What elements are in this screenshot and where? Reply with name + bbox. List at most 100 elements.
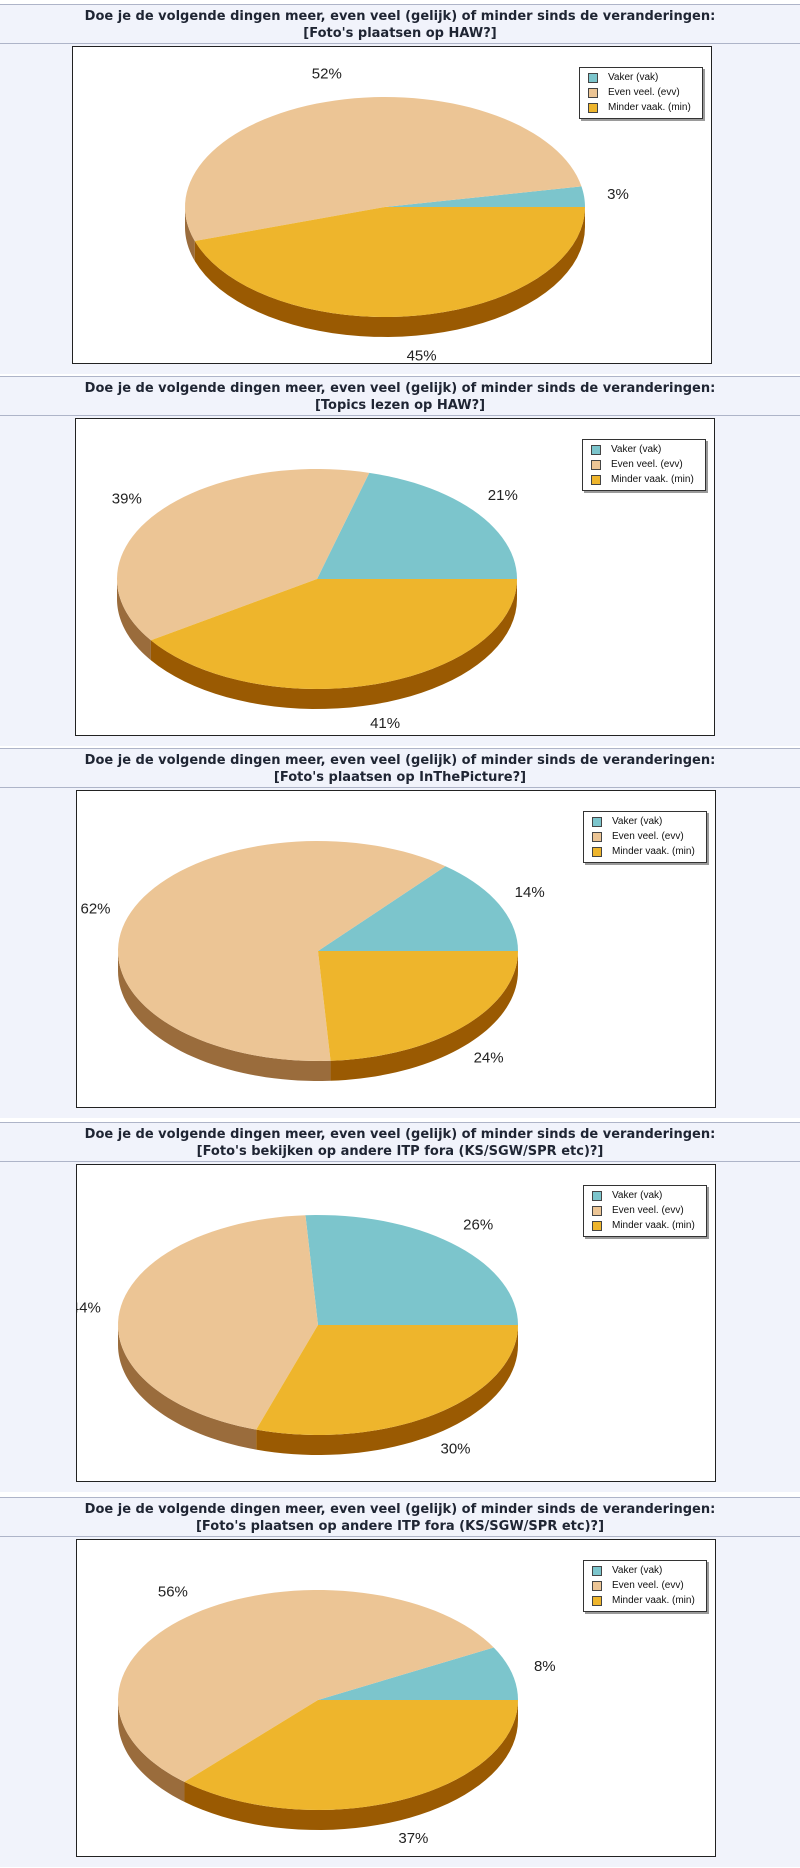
pie-slice-min (150, 579, 518, 689)
chart-title: Doe je de volgende dingen meer, even vee… (84, 1127, 716, 1142)
legend-swatch-vak (592, 1565, 602, 1576)
pie-slice-evv (118, 1215, 318, 1430)
pie-chart: 3% 52% 45% (185, 65, 629, 364)
pie-side-evv (118, 1325, 257, 1450)
legend-swatch-vak (592, 1190, 602, 1201)
percent-label-vak: 26% (463, 1216, 493, 1233)
legend-item-evv: Even veel. (evv) (591, 457, 705, 472)
legend-label: Even veel. (evv) (612, 1205, 684, 1216)
legend-label: Even veel. (evv) (608, 87, 680, 98)
pie-chart-frame: 8% 56% 37% Vaker (vak) Even veel. (evv) Minde… (76, 1539, 716, 1857)
legend-item-evv: Even veel. (evv) (592, 829, 706, 844)
pie-chart-frame: 3% 52% 45% Vaker (vak) Even veel. (evv) Minde… (72, 46, 712, 364)
legend-item-vak: Vaker (vak) (592, 1563, 706, 1578)
legend-swatch-vak (591, 444, 601, 455)
pie-slice-vak (385, 186, 585, 207)
legend-label: Minder vaak. (min) (608, 102, 691, 113)
percent-label-vak: 8% (534, 1658, 556, 1675)
legend-label: Minder vaak. (min) (611, 474, 694, 485)
chart-question-header: Doe je de volgende dingen meer, even vee… (0, 1497, 800, 1537)
pie-chart: 21% 39% 41% (112, 469, 518, 732)
chart-title: Doe je de volgende dingen meer, even vee… (84, 9, 716, 24)
pie-side-min (184, 1700, 518, 1830)
percent-label-min: 45% (407, 347, 437, 364)
legend-label: Even veel. (evv) (612, 1580, 684, 1591)
legend-swatch-evv (592, 1580, 602, 1591)
legend-swatch-min (588, 102, 598, 113)
pie-slice-evv (185, 97, 582, 241)
pie-side-min (330, 951, 518, 1081)
legend-label: Vaker (vak) (608, 72, 659, 83)
pie-slice-vak (317, 472, 517, 579)
chart-question-header: Doe je de volgende dingen meer, even vee… (0, 1122, 800, 1162)
chart-subtitle: [Topics lezen op HAW?] (314, 398, 486, 413)
legend-item-vak: Vaker (vak) (592, 1188, 706, 1203)
legend-item-evv: Even veel. (evv) (588, 85, 702, 100)
pie-slice-min (318, 951, 518, 1061)
percent-label-vak: 21% (488, 487, 518, 504)
percent-label-evv: 39% (112, 491, 142, 508)
pie-side-evv (118, 951, 331, 1081)
legend-item-min: Minder vaak. (min) (592, 1593, 706, 1608)
chart-legend: Vaker (vak) Even veel. (evv) Minder vaak. … (583, 1185, 707, 1237)
percent-label-min: 41% (370, 715, 400, 732)
legend-item-vak: Vaker (vak) (591, 442, 705, 457)
chart-legend: Vaker (vak) Even veel. (evv) Minder vaak. … (583, 811, 707, 863)
chart-title: Doe je de volgende dingen meer, even vee… (84, 753, 716, 768)
chart-subtitle: [Foto's bekijken op andere ITP fora (KS/… (196, 1144, 604, 1159)
chart-subtitle: [Foto's plaatsen op HAW?] (303, 26, 497, 41)
percent-label-min: 37% (398, 1830, 428, 1847)
legend-swatch-evv (591, 459, 601, 470)
chart-title: Doe je de volgende dingen meer, even vee… (84, 1502, 716, 1517)
legend-item-evv: Even veel. (evv) (592, 1203, 706, 1218)
pie-slice-evv (117, 469, 370, 641)
chart-legend: Vaker (vak) Even veel. (evv) Minder vaak. … (583, 1560, 707, 1612)
pie-side-evv (118, 1700, 185, 1802)
pie-slice-min (256, 1325, 518, 1435)
chart-title: Doe je de volgende dingen meer, even vee… (84, 381, 716, 396)
percent-label-min: 24% (474, 1050, 504, 1067)
legend-swatch-min (592, 846, 602, 857)
legend-label: Even veel. (evv) (612, 831, 684, 842)
percent-label-evv: 44% (77, 1300, 101, 1317)
pie-chart: 14% 62% 24% (80, 841, 545, 1081)
percent-label-evv: 62% (80, 900, 110, 917)
percent-label-evv: 56% (158, 1584, 188, 1601)
legend-swatch-min (592, 1220, 602, 1231)
percent-label-vak: 3% (607, 186, 629, 203)
legend-label: Vaker (vak) (612, 1565, 663, 1576)
pie-slice-vak (318, 1647, 518, 1700)
percent-label-vak: 14% (515, 884, 545, 901)
pie-slice-vak (305, 1215, 518, 1325)
pie-side-evv (117, 579, 151, 661)
pie-slice-evv (118, 1590, 494, 1782)
legend-swatch-evv (592, 1205, 602, 1216)
legend-swatch-vak (588, 72, 598, 83)
legend-item-min: Minder vaak. (min) (592, 1218, 706, 1233)
legend-label: Minder vaak. (min) (612, 846, 695, 857)
chart-legend: Vaker (vak) Even veel. (evv) Minder vaak. … (582, 439, 706, 491)
legend-swatch-evv (592, 831, 602, 842)
legend-swatch-min (591, 474, 601, 485)
legend-label: Vaker (vak) (611, 444, 662, 455)
pie-slice-min (184, 1700, 518, 1810)
legend-label: Even veel. (evv) (611, 459, 683, 470)
legend-label: Vaker (vak) (612, 816, 663, 827)
pie-chart: 8% 56% 37% (118, 1584, 556, 1847)
legend-swatch-min (592, 1595, 602, 1606)
legend-item-vak: Vaker (vak) (588, 70, 702, 85)
pie-slice-min (194, 207, 585, 317)
chart-subtitle: [Foto's plaatsen op andere ITP fora (KS/… (195, 1519, 605, 1534)
percent-label-evv: 52% (312, 65, 342, 82)
legend-swatch-vak (592, 816, 602, 827)
legend-item-min: Minder vaak. (min) (591, 472, 705, 487)
pie-slice-vak (318, 866, 518, 951)
pie-side-min (194, 207, 585, 337)
pie-chart-frame: 26% 44% 30% Vaker (vak) Even veel. (evv) Mind… (76, 1164, 716, 1482)
pie-side-min (256, 1325, 518, 1455)
percent-label-min: 30% (440, 1441, 470, 1458)
legend-label: Vaker (vak) (612, 1190, 663, 1201)
legend-swatch-evv (588, 87, 598, 98)
legend-label: Minder vaak. (min) (612, 1595, 695, 1606)
pie-chart-frame: 21% 39% 41% Vaker (vak) Even veel. (evv) Mind… (75, 418, 715, 736)
